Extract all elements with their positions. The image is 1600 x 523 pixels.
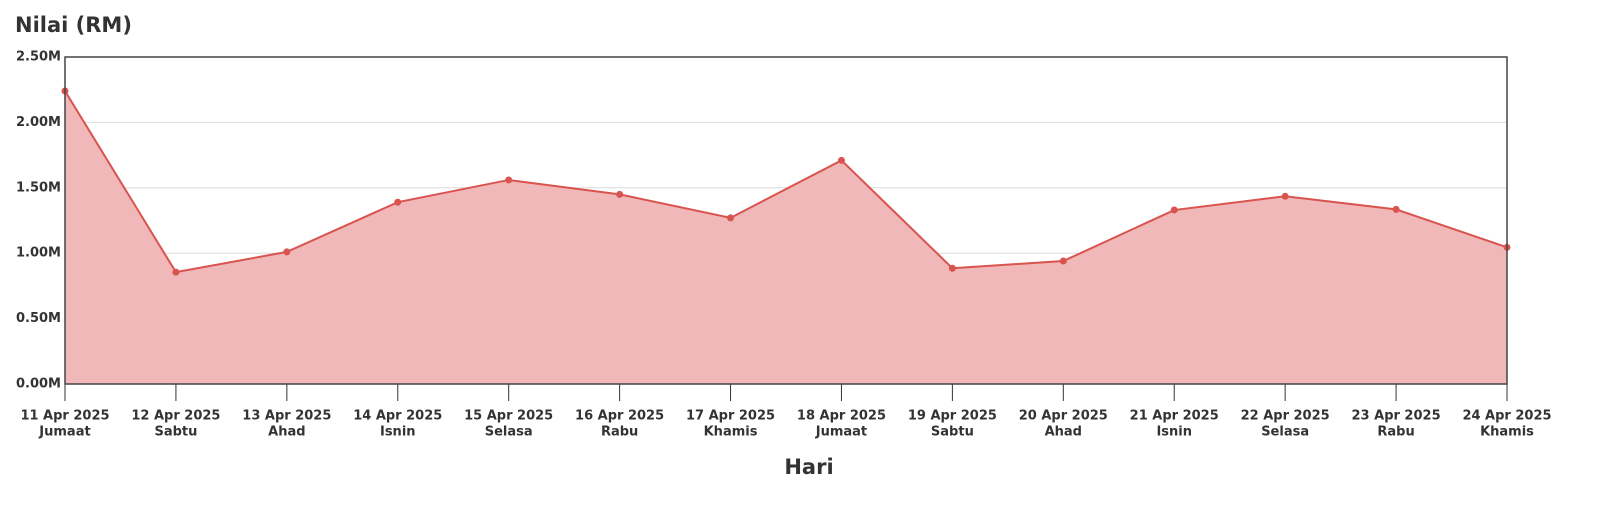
x-tick-label: 17 Apr 2025	[686, 409, 775, 424]
point	[1170, 206, 1178, 214]
x-tick-sublabel: Jumaat	[815, 425, 867, 440]
line	[64, 90, 1508, 274]
x-tick-label: 20 Apr 2025	[1019, 409, 1108, 424]
x-tick-label: 18 Apr 2025	[797, 409, 886, 424]
x-tick-sublabel: Jumaat	[38, 425, 90, 440]
x-tick-sublabel: Ahad	[268, 425, 305, 440]
y-tick-label: 0.50M	[16, 311, 61, 326]
x-tick-sublabel: Ahad	[1045, 425, 1082, 440]
y-tick-label: 2.00M	[16, 115, 61, 130]
point	[283, 248, 291, 256]
x-tick-label: 15 Apr 2025	[464, 409, 553, 424]
x-tick-label: 24 Apr 2025	[1462, 409, 1551, 424]
x-tick-label: 12 Apr 2025	[131, 409, 220, 424]
point	[1059, 257, 1067, 265]
x-tick-sublabel: Rabu	[601, 425, 638, 440]
x-tick-sublabel: Sabtu	[154, 425, 197, 440]
x-tick-label: 14 Apr 2025	[353, 409, 442, 424]
y-tick-label: 2.50M	[16, 50, 61, 65]
x-tick-label: 22 Apr 2025	[1241, 409, 1330, 424]
plot-frame	[64, 56, 1508, 385]
x-tick-label: 21 Apr 2025	[1130, 409, 1219, 424]
point	[727, 214, 735, 222]
x-tick-sublabel: Selasa	[485, 425, 533, 440]
x-tick-sublabel: Isnin	[380, 425, 416, 440]
x-tick-label: 13 Apr 2025	[242, 409, 331, 424]
point	[616, 190, 624, 198]
y-tick-label: 1.50M	[16, 180, 61, 195]
point	[1281, 192, 1289, 200]
point	[172, 268, 180, 276]
point	[1392, 205, 1400, 213]
point	[837, 156, 845, 164]
point	[394, 198, 402, 206]
x-tick-sublabel: Isnin	[1156, 425, 1192, 440]
point	[948, 264, 956, 272]
x-tick-label: 11 Apr 2025	[20, 409, 109, 424]
x-tick-sublabel: Rabu	[1377, 425, 1414, 440]
y-tick-label: 0.00M	[16, 377, 61, 392]
x-tick-label: 23 Apr 2025	[1352, 409, 1441, 424]
x-tick-label: 19 Apr 2025	[908, 409, 997, 424]
x-axis-title: Hari	[784, 455, 833, 479]
x-tick-sublabel: Selasa	[1261, 425, 1309, 440]
x-tick-label: 16 Apr 2025	[575, 409, 664, 424]
x-tick-sublabel: Khamis	[704, 425, 758, 440]
x-tick-sublabel: Khamis	[1480, 425, 1534, 440]
area	[65, 91, 1507, 385]
y-tick-label: 1.00M	[16, 246, 61, 261]
chart-title: Nilai (RM)	[15, 13, 132, 37]
x-tick-sublabel: Sabtu	[931, 425, 974, 440]
point	[505, 176, 513, 184]
